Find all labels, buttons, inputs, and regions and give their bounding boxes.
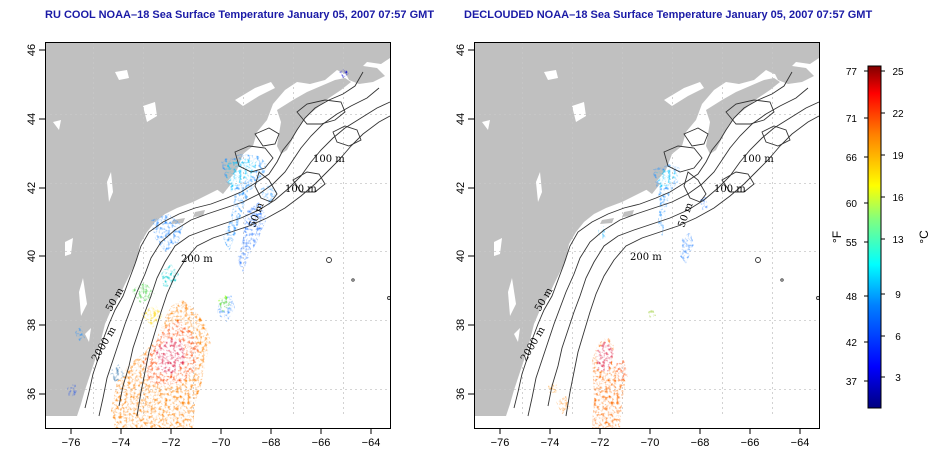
- x-tick-label: −66: [741, 437, 760, 449]
- y-tick-label: 44: [26, 113, 38, 125]
- color-bar-gradient: [867, 65, 882, 409]
- contour-label-100m-b: 100 m: [714, 184, 746, 195]
- x-tick-label: −66: [312, 437, 331, 449]
- left-map: 100 m 100 m 50 m 200 m 50 m 2000 m −76 −…: [26, 41, 391, 449]
- right-map: 100 m 100 m 50 m 200 m 50 m 2000 m −76 −…: [455, 41, 820, 449]
- y-tick-label: 36: [455, 388, 467, 400]
- x-tick-label: −72: [162, 437, 181, 449]
- y-tick-label: 46: [26, 44, 38, 56]
- right-map-title: DECLOUDED NOAA–18 Sea Surface Temperatur…: [464, 9, 873, 21]
- fahrenheit-tick-label: 60: [846, 199, 858, 210]
- celsius-tick-label: 13: [892, 235, 904, 246]
- y-tick-label: 42: [26, 182, 38, 194]
- fahrenheit-tick-label: 48: [846, 292, 858, 303]
- left-map-title: RU COOL NOAA–18 Sea Surface Temperature …: [45, 9, 435, 21]
- x-tick-label: −72: [591, 437, 610, 449]
- x-tick-label: −70: [641, 437, 660, 449]
- color-bar: 77 71 66 60 55 48 42 37 25 22 19 16 13 9: [830, 65, 931, 409]
- left-y-tick-labels: 36 38 40 42 44 46: [26, 44, 38, 400]
- y-tick-label: 40: [26, 250, 38, 262]
- fahrenheit-tick-label: 71: [846, 114, 858, 125]
- x-tick-label: −70: [212, 437, 231, 449]
- left-y-axis: [39, 49, 45, 395]
- right-y-tick-labels: 36 38 40 42 44 46: [455, 44, 467, 400]
- celsius-tick-label: 19: [892, 151, 904, 162]
- contour-label-100m-a: 100 m: [742, 154, 774, 165]
- celsius-tick-label: 22: [892, 109, 904, 120]
- fahrenheit-tick-label: 37: [846, 377, 858, 388]
- celsius-tick-label: 25: [892, 67, 904, 78]
- x-tick-label: −74: [112, 437, 131, 449]
- left-sst-warm: [67, 264, 231, 428]
- contour-label-200m: 200 m: [181, 254, 213, 265]
- right-x-axis: [499, 428, 801, 434]
- celsius-tick-label: 3: [895, 373, 901, 384]
- y-tick-label: 46: [455, 44, 467, 56]
- contour-label-100m-b: 100 m: [285, 184, 317, 195]
- fahrenheit-tick-label: 66: [846, 153, 858, 164]
- y-tick-label: 38: [455, 319, 467, 331]
- contour-label-100m-a: 100 m: [313, 154, 345, 165]
- y-tick-label: 36: [26, 388, 38, 400]
- celsius-tick-label: 9: [895, 290, 901, 301]
- fahrenheit-ticks: [864, 70, 868, 382]
- y-tick-label: 40: [455, 250, 467, 262]
- right-sst-warm: [548, 336, 628, 428]
- x-tick-label: −68: [691, 437, 710, 449]
- right-plot-frame: [474, 42, 820, 429]
- celsius-tick-labels: 25 22 19 16 13 9 6 3: [892, 67, 904, 384]
- left-x-tick-labels: −76 −74 −72 −70 −68 −66 −64: [62, 437, 381, 449]
- left-x-axis: [70, 428, 372, 434]
- y-tick-label: 42: [455, 182, 467, 194]
- x-tick-label: −74: [541, 437, 560, 449]
- x-tick-label: −68: [262, 437, 281, 449]
- celsius-tick-label: 6: [895, 332, 901, 343]
- right-x-tick-labels: −76 −74 −72 −70 −68 −66 −64: [491, 437, 810, 449]
- celsius-unit-label: °C: [917, 230, 931, 244]
- y-tick-label: 44: [455, 113, 467, 125]
- fahrenheit-tick-label: 42: [846, 338, 858, 349]
- fahrenheit-unit-label: °F: [830, 231, 844, 243]
- x-tick-label: −76: [62, 437, 81, 449]
- contour-label-200m: 200 m: [630, 252, 662, 263]
- celsius-tick-label: 16: [892, 193, 904, 204]
- fahrenheit-tick-labels: 77 71 66 60 55 48 42 37: [846, 67, 858, 388]
- left-plot-frame: [45, 42, 391, 429]
- y-tick-label: 38: [26, 319, 38, 331]
- celsius-ticks: [881, 70, 885, 378]
- right-sst-cold: [598, 164, 708, 318]
- right-y-axis: [468, 49, 474, 395]
- fahrenheit-tick-label: 77: [846, 67, 858, 78]
- fahrenheit-tick-label: 55: [846, 238, 858, 249]
- x-tick-label: −64: [791, 437, 810, 449]
- x-tick-label: −76: [491, 437, 510, 449]
- x-tick-label: −64: [362, 437, 381, 449]
- left-sst-cold: [151, 68, 349, 322]
